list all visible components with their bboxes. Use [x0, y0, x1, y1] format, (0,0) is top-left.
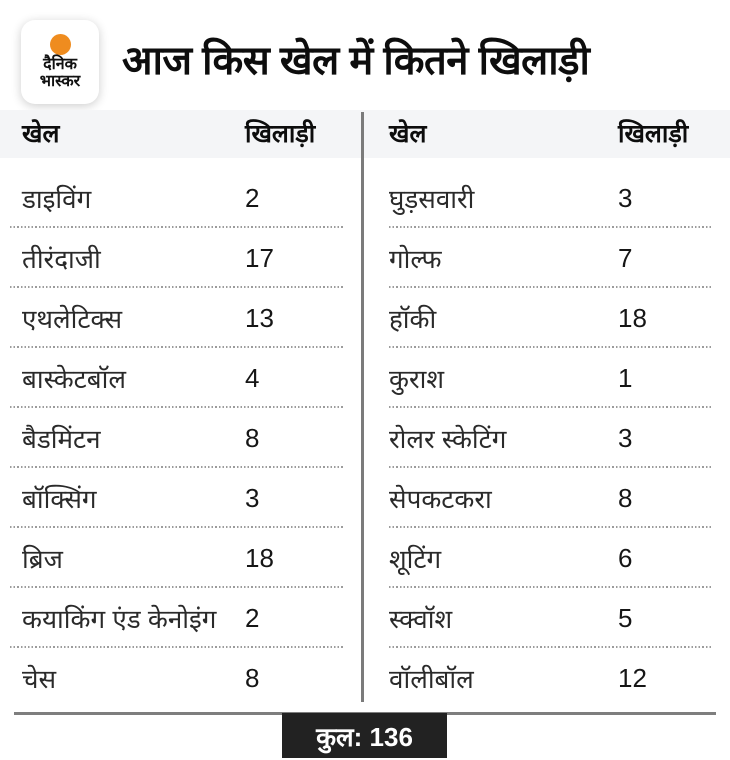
sport-name: कयाकिंग एंड केनोइंग	[22, 604, 217, 634]
player-count: 4	[245, 362, 260, 393]
table-row: स्क्वॉश 5	[389, 588, 712, 648]
sport-name: ब्रिज	[22, 544, 63, 574]
table-row: ब्रिज 18	[0, 528, 345, 588]
header-players-right: खिलाड़ी	[618, 120, 689, 148]
logo-text-line2: भास्कर	[39, 72, 81, 90]
table-body: डाइविंग 2 तीरंदाजी 17 एथलेटिक्स 13 बास्केटब…	[0, 158, 730, 708]
sport-name: वॉलीबॉल	[389, 664, 474, 694]
sport-name: स्क्वॉश	[389, 604, 453, 634]
table-row: गोल्फ 7	[389, 228, 712, 288]
sport-name: डाइविंग	[22, 184, 92, 214]
player-count: 18	[618, 302, 647, 333]
player-count: 6	[618, 542, 633, 573]
table-row: चेस 8	[0, 648, 345, 708]
sun-icon	[49, 33, 71, 55]
sport-name: चेस	[22, 664, 57, 694]
sport-name: गोल्फ	[389, 244, 442, 274]
table-row: हॉकी 18	[389, 288, 712, 348]
header-sport-left: खेल	[22, 120, 60, 148]
player-count: 13	[245, 302, 274, 333]
player-count: 17	[245, 242, 274, 273]
table-row: घुड़सवारी 3	[389, 168, 712, 228]
sport-name: तीरंदाजी	[22, 244, 101, 274]
table-row: वॉलीबॉल 12	[389, 648, 712, 708]
left-column: डाइविंग 2 तीरंदाजी 17 एथलेटिक्स 13 बास्केटब…	[0, 168, 345, 708]
table-row: एथलेटिक्स 13	[0, 288, 345, 348]
table-row: शूटिंग 6	[389, 528, 712, 588]
sport-name: बैडमिंटन	[22, 424, 101, 454]
table-row: सेपकटकरा 8	[389, 468, 712, 528]
sport-name: बास्केटबॉल	[22, 364, 126, 394]
dainik-bhaskar-logo: दैनिक भास्कर	[21, 20, 99, 104]
player-count: 18	[245, 542, 274, 573]
player-count: 3	[245, 482, 260, 513]
player-count: 3	[618, 182, 633, 213]
player-count: 12	[618, 662, 647, 693]
logo-text-line1: दैनिक	[43, 55, 77, 73]
player-count: 2	[245, 602, 260, 633]
sport-name: एथलेटिक्स	[22, 304, 123, 334]
table-row: कयाकिंग एंड केनोइंग 2	[0, 588, 345, 648]
total-badge: कुल: 136	[282, 713, 447, 758]
table-row: रोलर स्केटिंग 3	[389, 408, 712, 468]
sport-name: शूटिंग	[389, 544, 442, 574]
player-count: 5	[618, 602, 633, 633]
table-row: कुराश 1	[389, 348, 712, 408]
sport-name: घुड़सवारी	[389, 184, 475, 214]
player-count: 8	[618, 482, 633, 513]
player-count: 8	[245, 422, 260, 453]
table-row: बॉक्सिंग 3	[0, 468, 345, 528]
table-row: बास्केटबॉल 4	[0, 348, 345, 408]
sport-name: हॉकी	[389, 304, 437, 334]
header-sport-right: खेल	[389, 120, 427, 148]
table-header-band: खेल खिलाड़ी खेल खिलाड़ी	[0, 110, 730, 158]
table-row: तीरंदाजी 17	[0, 228, 345, 288]
sport-name: रोलर स्केटिंग	[389, 424, 507, 454]
page-title: आज किस खेल में कितने खिलाड़ी	[122, 38, 590, 83]
sport-name: सेपकटकरा	[389, 484, 492, 514]
table-row: बैडमिंटन 8	[0, 408, 345, 468]
player-count: 8	[245, 662, 260, 693]
player-count: 2	[245, 182, 260, 213]
sport-name: कुराश	[389, 364, 445, 394]
right-column: घुड़सवारी 3 गोल्फ 7 हॉकी 18 कुराश 1 रोलर स्क…	[389, 168, 712, 708]
player-count: 3	[618, 422, 633, 453]
player-count: 7	[618, 242, 633, 273]
table-row: डाइविंग 2	[0, 168, 345, 228]
sport-name: बॉक्सिंग	[22, 484, 97, 514]
player-count: 1	[618, 362, 633, 393]
header-players-left: खिलाड़ी	[245, 120, 316, 148]
column-divider	[361, 112, 364, 702]
